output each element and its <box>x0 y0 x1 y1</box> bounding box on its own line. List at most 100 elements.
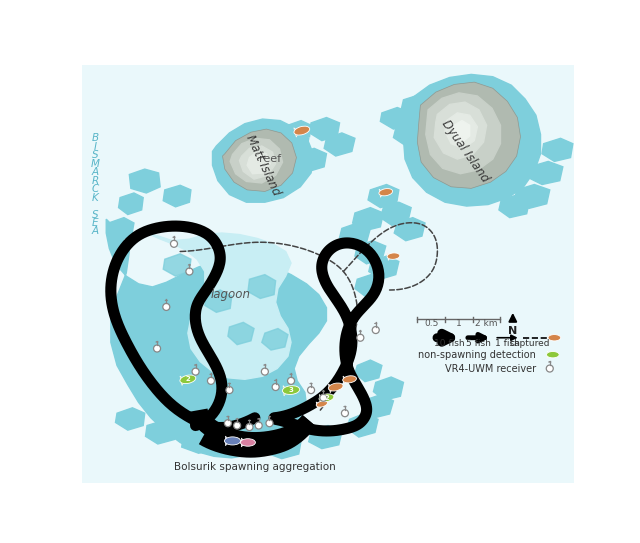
Polygon shape <box>285 121 311 141</box>
Polygon shape <box>106 219 326 458</box>
Polygon shape <box>279 133 308 156</box>
Circle shape <box>547 365 553 372</box>
Polygon shape <box>180 376 185 386</box>
Text: Matt Island: Matt Island <box>243 133 282 198</box>
Polygon shape <box>401 94 435 117</box>
Polygon shape <box>343 376 347 384</box>
Polygon shape <box>147 233 291 380</box>
Polygon shape <box>310 117 340 141</box>
Circle shape <box>372 326 380 333</box>
Text: lagoon: lagoon <box>211 288 251 301</box>
Polygon shape <box>542 138 573 161</box>
Polygon shape <box>225 436 229 446</box>
Polygon shape <box>363 395 394 418</box>
Polygon shape <box>241 438 245 447</box>
Circle shape <box>255 422 262 429</box>
Polygon shape <box>163 185 191 207</box>
Polygon shape <box>348 413 378 437</box>
Text: 0.5: 0.5 <box>424 319 438 328</box>
Polygon shape <box>297 148 326 172</box>
Polygon shape <box>319 395 323 403</box>
Ellipse shape <box>328 383 343 391</box>
Text: VR4-UWM receiver: VR4-UWM receiver <box>445 364 536 374</box>
Text: S: S <box>92 150 99 160</box>
Text: reef: reef <box>259 154 281 164</box>
Text: M: M <box>91 159 100 169</box>
Polygon shape <box>515 185 550 209</box>
Polygon shape <box>353 207 383 231</box>
Polygon shape <box>380 108 411 129</box>
Polygon shape <box>247 151 270 174</box>
Polygon shape <box>426 93 500 174</box>
Polygon shape <box>147 290 171 313</box>
Polygon shape <box>212 119 314 202</box>
Ellipse shape <box>547 351 559 358</box>
Text: E: E <box>92 218 99 228</box>
Polygon shape <box>163 254 191 276</box>
Polygon shape <box>129 169 160 193</box>
Circle shape <box>357 334 364 341</box>
Text: 10 fish: 10 fish <box>433 339 464 348</box>
Text: N: N <box>508 326 517 336</box>
Polygon shape <box>445 113 477 148</box>
Polygon shape <box>355 241 386 264</box>
Circle shape <box>246 424 253 431</box>
Circle shape <box>154 345 161 352</box>
Polygon shape <box>379 189 383 197</box>
Text: B: B <box>92 134 99 143</box>
Text: K: K <box>92 193 99 203</box>
Polygon shape <box>261 148 291 172</box>
Polygon shape <box>388 253 391 261</box>
Polygon shape <box>107 218 134 241</box>
Polygon shape <box>205 290 232 312</box>
Text: S: S <box>92 210 99 219</box>
Circle shape <box>320 394 327 401</box>
Text: R: R <box>92 175 99 186</box>
Polygon shape <box>355 275 382 296</box>
Polygon shape <box>230 138 283 183</box>
Polygon shape <box>324 133 355 156</box>
Text: 1: 1 <box>456 319 462 328</box>
Polygon shape <box>248 275 276 299</box>
Text: I: I <box>94 142 97 152</box>
Text: Dyual Island: Dyual Island <box>439 118 492 185</box>
Polygon shape <box>228 323 254 345</box>
Circle shape <box>341 410 348 416</box>
Text: 1 fish: 1 fish <box>495 339 520 348</box>
Text: non-spawning detection: non-spawning detection <box>418 350 536 359</box>
Polygon shape <box>369 256 399 279</box>
Ellipse shape <box>319 394 334 402</box>
Text: 5 fish: 5 fish <box>467 339 492 348</box>
Polygon shape <box>549 334 552 342</box>
Circle shape <box>186 268 193 275</box>
Polygon shape <box>451 121 470 142</box>
Circle shape <box>261 368 268 375</box>
Text: A: A <box>92 167 99 177</box>
Ellipse shape <box>180 375 196 383</box>
Circle shape <box>308 387 315 394</box>
Text: C: C <box>92 184 99 194</box>
Ellipse shape <box>241 439 255 446</box>
Polygon shape <box>308 426 342 449</box>
Text: 2: 2 <box>324 395 329 401</box>
Circle shape <box>170 241 177 247</box>
Polygon shape <box>528 161 563 185</box>
Polygon shape <box>316 402 319 408</box>
Ellipse shape <box>548 334 561 341</box>
Polygon shape <box>265 435 301 459</box>
Ellipse shape <box>294 126 310 135</box>
Circle shape <box>226 387 233 394</box>
Polygon shape <box>283 386 287 396</box>
Circle shape <box>225 420 232 427</box>
Circle shape <box>234 422 241 429</box>
Polygon shape <box>380 202 411 225</box>
Polygon shape <box>223 129 296 192</box>
Polygon shape <box>499 194 530 218</box>
Ellipse shape <box>387 253 400 260</box>
Polygon shape <box>294 128 299 137</box>
Polygon shape <box>145 420 177 444</box>
Polygon shape <box>403 74 541 206</box>
Text: A: A <box>92 226 99 237</box>
Circle shape <box>207 377 214 384</box>
Polygon shape <box>340 223 371 246</box>
